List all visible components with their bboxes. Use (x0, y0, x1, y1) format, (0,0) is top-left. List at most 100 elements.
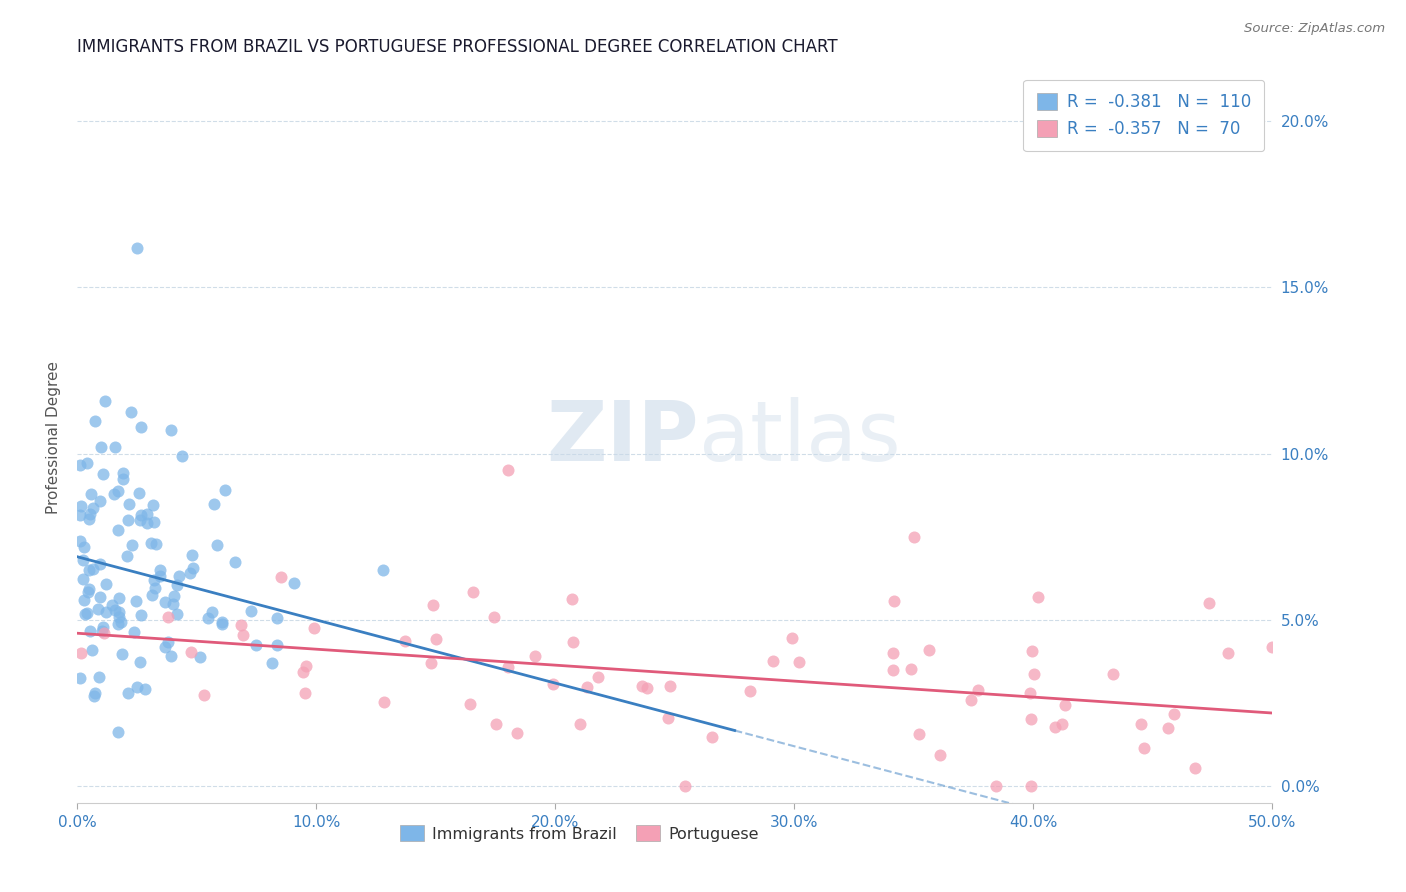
Point (1218, 646, 1240, 660)
Point (79, 563, 101, 577)
Point (1019, 779, 1042, 793)
Point (129, 607, 152, 622)
Point (69, 508, 91, 522)
Point (84, 686, 107, 700)
Point (76, 606, 98, 620)
Point (302, 621, 325, 635)
Point (291, 665, 314, 680)
Point (903, 530, 925, 544)
Point (960, 693, 983, 707)
Y-axis label: Professional Degree: Professional Degree (46, 360, 62, 514)
Point (205, 538, 228, 552)
Point (1184, 761, 1206, 775)
Point (77, 585, 100, 599)
Point (136, 507, 159, 521)
Point (211, 615, 233, 630)
Point (82, 562, 104, 576)
Point (82, 500, 104, 515)
Point (294, 685, 316, 699)
Point (96, 577, 118, 591)
Point (111, 472, 134, 486)
Point (142, 516, 165, 530)
Point (1019, 686, 1042, 700)
Point (69, 671, 91, 685)
Point (569, 717, 592, 731)
Point (180, 645, 202, 659)
Point (266, 638, 288, 652)
Point (214, 483, 236, 498)
Point (294, 659, 316, 673)
Point (128, 486, 150, 500)
Text: IMMIGRANTS FROM BRAZIL VS PORTUGUESE PROFESSIONAL DEGREE CORRELATION CHART: IMMIGRANTS FROM BRAZIL VS PORTUGUESE PRO… (77, 38, 838, 56)
Point (270, 569, 292, 583)
Point (485, 717, 508, 731)
Text: Source: ZipAtlas.com: Source: ZipAtlas.com (1244, 22, 1385, 36)
Point (505, 726, 527, 740)
Point (134, 682, 156, 697)
Point (1026, 590, 1049, 604)
Point (575, 680, 598, 694)
Point (149, 563, 172, 577)
Point (70, 646, 93, 660)
Point (135, 516, 157, 530)
Point (157, 610, 180, 624)
Point (260, 656, 283, 670)
Point (211, 616, 233, 631)
Point (918, 643, 941, 657)
Point (180, 548, 202, 562)
Point (89, 590, 111, 604)
Point (224, 555, 246, 569)
Point (373, 696, 395, 710)
Point (929, 748, 952, 763)
Point (79, 507, 101, 521)
Point (202, 497, 225, 511)
Point (1133, 740, 1156, 755)
Point (636, 681, 658, 696)
Point (197, 611, 219, 625)
Point (121, 538, 143, 552)
Point (1019, 712, 1042, 726)
Point (586, 670, 609, 684)
Point (87, 601, 110, 615)
Point (159, 649, 181, 664)
Point (73, 541, 96, 555)
Point (561, 591, 583, 606)
Point (1021, 644, 1043, 658)
Point (120, 405, 142, 419)
Point (1043, 721, 1066, 735)
Point (782, 631, 804, 645)
Point (129, 420, 152, 434)
Point (145, 537, 167, 551)
Point (967, 683, 990, 698)
Point (170, 449, 193, 463)
Point (245, 638, 267, 652)
Point (107, 610, 129, 624)
Point (1261, 640, 1284, 654)
Point (141, 588, 163, 602)
Point (166, 578, 188, 592)
Point (283, 575, 305, 590)
Point (127, 241, 149, 255)
Point (69, 534, 91, 549)
Point (541, 677, 564, 691)
Point (76, 456, 98, 470)
Point (128, 513, 150, 527)
Point (142, 498, 165, 512)
Point (90, 440, 112, 454)
Point (1163, 707, 1185, 722)
Point (496, 463, 519, 477)
Point (153, 595, 176, 609)
Point (1054, 698, 1077, 712)
Point (482, 609, 505, 624)
Point (425, 632, 447, 647)
Point (127, 680, 149, 694)
Point (122, 624, 145, 639)
Point (69, 500, 91, 514)
Point (101, 598, 124, 612)
Point (153, 640, 176, 654)
Point (89, 557, 111, 571)
Point (160, 423, 183, 437)
Point (883, 593, 905, 607)
Point (83, 414, 105, 428)
Point (373, 563, 395, 577)
